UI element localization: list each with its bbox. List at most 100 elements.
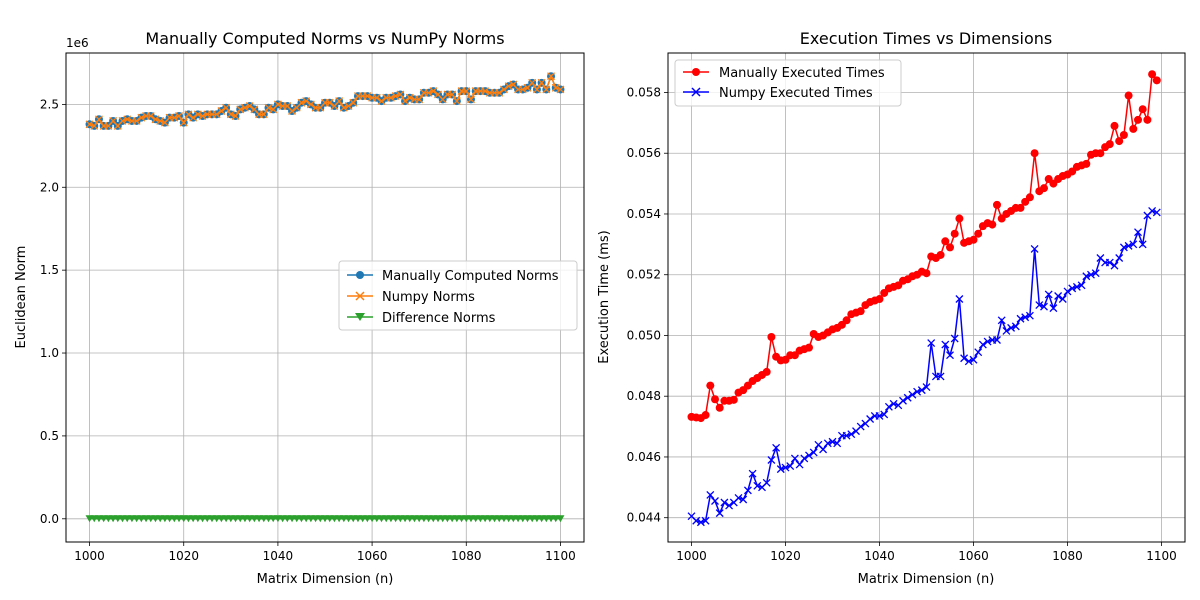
data-point bbox=[335, 97, 344, 106]
data-point bbox=[1021, 313, 1030, 322]
times-chart-y-ticks: 0.044 0.046 0.048 0.050 0.052 0.054 0.056 0.058 bbox=[627, 85, 668, 525]
data-point bbox=[1030, 244, 1039, 253]
data-point bbox=[1134, 228, 1142, 237]
data-point bbox=[1068, 284, 1077, 293]
data-point bbox=[828, 437, 837, 446]
data-point bbox=[1110, 261, 1119, 270]
data-point bbox=[547, 72, 555, 81]
data-point bbox=[767, 456, 776, 464]
y-tick-label: 2.5 bbox=[40, 97, 59, 111]
data-point bbox=[941, 340, 950, 349]
data-point bbox=[983, 337, 992, 346]
data-point bbox=[1148, 70, 1157, 79]
data-point bbox=[795, 460, 804, 469]
data-point bbox=[711, 395, 719, 404]
data-point bbox=[226, 110, 235, 119]
data-point bbox=[132, 117, 141, 125]
times-chart-frame bbox=[667, 52, 1186, 543]
norms-chart-y-multiplier: 1e6 bbox=[66, 36, 89, 50]
data-point bbox=[1119, 131, 1128, 140]
series-1-0 bbox=[687, 70, 1161, 423]
data-point bbox=[800, 454, 809, 463]
times-chart-x-ticks: 1000 1020 1040 1060 1080 1100 bbox=[676, 542, 1177, 563]
data-point bbox=[273, 100, 282, 109]
data-point bbox=[974, 348, 983, 357]
x-tick-label: 1100 bbox=[545, 549, 576, 563]
legend-label-manual-times: Manually Executed Times bbox=[719, 66, 885, 81]
x-tick-label: 1060 bbox=[958, 549, 989, 563]
data-point bbox=[776, 465, 785, 474]
data-point bbox=[264, 103, 273, 112]
data-point bbox=[339, 103, 348, 112]
data-point bbox=[880, 410, 889, 419]
data-point bbox=[448, 90, 457, 99]
data-point bbox=[401, 97, 410, 106]
data-point bbox=[767, 332, 776, 341]
data-point bbox=[85, 120, 94, 129]
data-point bbox=[222, 103, 231, 112]
times-chart-title: Execution Times vs Dimensions bbox=[800, 29, 1052, 48]
x-tick-label: 1000 bbox=[676, 549, 707, 563]
data-point bbox=[1115, 137, 1124, 146]
data-point bbox=[762, 367, 771, 376]
data-point bbox=[1087, 270, 1095, 279]
data-point bbox=[217, 107, 226, 115]
data-point bbox=[1025, 311, 1034, 320]
data-point bbox=[978, 340, 987, 349]
data-point bbox=[118, 117, 127, 125]
y-tick-label: 0.058 bbox=[627, 85, 661, 99]
data-point bbox=[259, 110, 268, 119]
series-1-1 bbox=[687, 206, 1161, 527]
y-tick-label: 0.056 bbox=[627, 146, 661, 160]
data-point bbox=[1077, 281, 1086, 290]
data-point bbox=[927, 339, 936, 348]
data-point bbox=[170, 113, 179, 122]
data-point bbox=[833, 439, 842, 448]
data-point bbox=[964, 357, 973, 366]
data-point bbox=[993, 336, 1001, 344]
series-line bbox=[690, 210, 1158, 524]
data-point bbox=[946, 243, 954, 252]
data-point bbox=[156, 117, 165, 125]
data-point bbox=[1007, 323, 1016, 332]
data-point bbox=[1129, 124, 1138, 133]
data-point bbox=[1129, 240, 1138, 249]
norms-chart-title: Manually Computed Norms vs NumPy Norms bbox=[145, 29, 504, 48]
series-0-2 bbox=[85, 515, 565, 523]
data-point bbox=[786, 462, 795, 471]
data-point bbox=[245, 102, 254, 111]
data-point bbox=[1044, 290, 1053, 299]
legend-label-numpy-times: Numpy Executed Times bbox=[719, 86, 873, 101]
data-point bbox=[696, 518, 705, 527]
data-point bbox=[908, 390, 917, 399]
data-point bbox=[1035, 301, 1044, 310]
data-point bbox=[518, 85, 527, 94]
data-point bbox=[236, 105, 245, 114]
data-point bbox=[1138, 240, 1147, 249]
data-point bbox=[993, 200, 1001, 209]
y-tick-label: 1.5 bbox=[40, 263, 59, 277]
data-point bbox=[542, 85, 551, 94]
data-point bbox=[1082, 272, 1091, 281]
data-point bbox=[1058, 295, 1067, 303]
data-point bbox=[701, 411, 710, 420]
legend-label-manual-norms: Manually Computed Norms bbox=[382, 269, 559, 284]
data-point bbox=[1134, 115, 1142, 124]
data-point bbox=[1025, 193, 1034, 202]
y-tick-label: 0.048 bbox=[627, 389, 661, 403]
data-point bbox=[179, 118, 188, 127]
data-point bbox=[950, 229, 959, 238]
data-point bbox=[184, 110, 193, 119]
data-point bbox=[429, 87, 438, 96]
data-point bbox=[306, 100, 315, 109]
data-point bbox=[372, 93, 381, 102]
series-line bbox=[691, 72, 1158, 419]
data-point bbox=[1002, 326, 1011, 335]
data-point bbox=[725, 501, 734, 510]
y-tick-label: 0.046 bbox=[627, 450, 661, 464]
x-tick-label: 1080 bbox=[1052, 549, 1083, 563]
data-point bbox=[969, 355, 978, 364]
x-tick-label: 1080 bbox=[451, 549, 482, 563]
norms-chart-frame bbox=[65, 52, 585, 543]
data-point bbox=[692, 516, 701, 525]
